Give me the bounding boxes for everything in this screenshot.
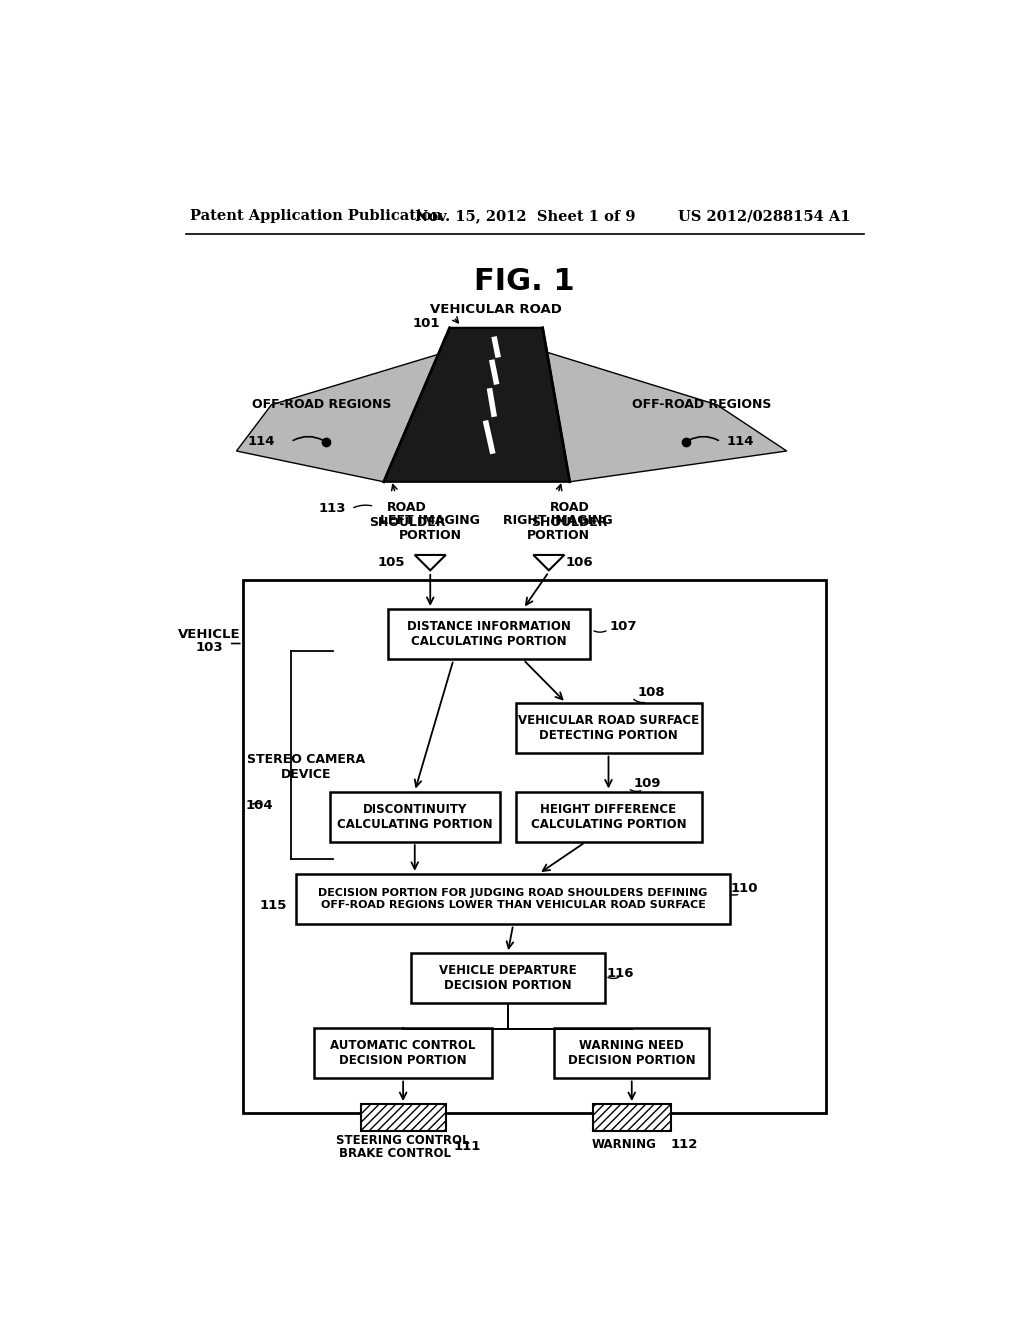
Text: RIGHT IMAGING
PORTION: RIGHT IMAGING PORTION [504, 513, 613, 543]
FancyBboxPatch shape [314, 1028, 493, 1078]
Text: DISTANCE INFORMATION
CALCULATING PORTION: DISTANCE INFORMATION CALCULATING PORTION [408, 620, 571, 648]
Text: 115: 115 [259, 899, 287, 912]
Text: 110: 110 [731, 882, 759, 895]
Text: Nov. 15, 2012  Sheet 1 of 9: Nov. 15, 2012 Sheet 1 of 9 [415, 209, 635, 223]
FancyBboxPatch shape [388, 610, 590, 659]
Text: 112: 112 [671, 1138, 698, 1151]
Text: STEERING CONTROL: STEERING CONTROL [336, 1134, 470, 1147]
Polygon shape [534, 554, 564, 570]
Text: 114: 114 [248, 436, 275, 449]
Text: 103: 103 [196, 640, 223, 653]
Polygon shape [384, 327, 569, 482]
Text: LEFT IMAGING
PORTION: LEFT IMAGING PORTION [380, 513, 480, 543]
FancyBboxPatch shape [411, 953, 604, 1003]
Polygon shape [415, 554, 445, 570]
Polygon shape [543, 351, 786, 482]
Text: 106: 106 [566, 556, 594, 569]
Text: DISCONTINUITY
CALCULATING PORTION: DISCONTINUITY CALCULATING PORTION [337, 803, 493, 830]
Text: Patent Application Publication: Patent Application Publication [190, 209, 442, 223]
Text: FIG. 1: FIG. 1 [474, 267, 575, 296]
Text: WARNING: WARNING [592, 1138, 656, 1151]
Text: DECISION PORTION FOR JUDGING ROAD SHOULDERS DEFINING
OFF-ROAD REGIONS LOWER THAN: DECISION PORTION FOR JUDGING ROAD SHOULD… [318, 888, 708, 909]
Text: VEHICLE DEPARTURE
DECISION PORTION: VEHICLE DEPARTURE DECISION PORTION [439, 965, 577, 993]
Text: STEREO CAMERA
DEVICE: STEREO CAMERA DEVICE [247, 752, 366, 780]
Text: OFF-ROAD REGIONS: OFF-ROAD REGIONS [252, 399, 391, 412]
Text: ROAD
SHOULDER: ROAD SHOULDER [369, 502, 445, 529]
FancyBboxPatch shape [243, 581, 825, 1113]
Text: ROAD
SHOULDER: ROAD SHOULDER [531, 502, 608, 529]
Text: 104: 104 [246, 799, 273, 812]
Text: BRAKE CONTROL: BRAKE CONTROL [339, 1147, 452, 1160]
Text: VEHICULAR ROAD SURFACE
DETECTING PORTION: VEHICULAR ROAD SURFACE DETECTING PORTION [518, 714, 699, 742]
Text: VEHICLE: VEHICLE [178, 628, 241, 640]
Text: 101: 101 [413, 317, 440, 330]
FancyBboxPatch shape [593, 1104, 671, 1131]
Text: 114: 114 [726, 436, 754, 449]
Text: AUTOMATIC CONTROL
DECISION PORTION: AUTOMATIC CONTROL DECISION PORTION [331, 1039, 476, 1067]
Text: US 2012/0288154 A1: US 2012/0288154 A1 [678, 209, 851, 223]
Text: VEHICULAR ROAD: VEHICULAR ROAD [430, 302, 562, 315]
FancyBboxPatch shape [554, 1028, 710, 1078]
Text: 116: 116 [607, 966, 635, 979]
Text: 109: 109 [633, 777, 660, 791]
Text: 105: 105 [378, 556, 406, 569]
Text: 111: 111 [454, 1139, 481, 1152]
Text: 108: 108 [638, 686, 666, 700]
FancyBboxPatch shape [296, 874, 730, 924]
FancyBboxPatch shape [515, 704, 701, 754]
Text: HEIGHT DIFFERENCE
CALCULATING PORTION: HEIGHT DIFFERENCE CALCULATING PORTION [530, 803, 686, 830]
Text: 107: 107 [610, 620, 638, 634]
FancyBboxPatch shape [330, 792, 500, 842]
FancyBboxPatch shape [515, 792, 701, 842]
Text: WARNING NEED
DECISION PORTION: WARNING NEED DECISION PORTION [568, 1039, 695, 1067]
Text: 113: 113 [319, 502, 346, 515]
Text: OFF-ROAD REGIONS: OFF-ROAD REGIONS [632, 399, 771, 412]
Polygon shape [237, 351, 450, 482]
FancyBboxPatch shape [360, 1104, 445, 1131]
